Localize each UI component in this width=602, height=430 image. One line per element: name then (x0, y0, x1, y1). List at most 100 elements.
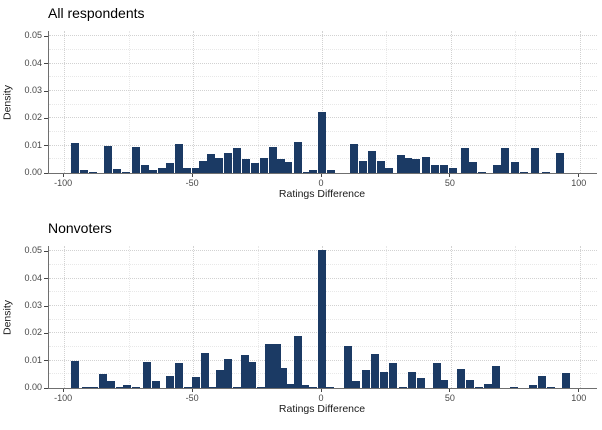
panel-nonvoters: Nonvoters Density Ratings Difference 0.0… (0, 215, 602, 430)
histogram-bar (318, 111, 326, 173)
y-axis-title: Density (1, 85, 14, 121)
y-tick-mark (44, 35, 48, 37)
histogram-bar (70, 360, 79, 388)
histogram-bar (399, 386, 408, 388)
histogram-bar (457, 368, 466, 388)
histogram-bar (132, 147, 141, 173)
panel-title: All respondents (48, 5, 145, 21)
histogram-bar (174, 144, 183, 173)
x-tick-label: 100 (571, 178, 587, 188)
histogram-bar (542, 171, 551, 173)
histogram-bar (276, 159, 285, 173)
histogram-bar (440, 379, 449, 388)
gridline-x-minor (257, 31, 259, 173)
gridline-x-minor (386, 31, 388, 173)
y-tick-label: 0.04 (24, 272, 42, 283)
plot-area (48, 31, 597, 174)
histogram-bar (529, 385, 538, 388)
histogram-bar (191, 377, 200, 388)
histogram-bar (207, 153, 216, 173)
y-tick-label: 0.01 (24, 354, 42, 365)
histogram-bar (510, 386, 519, 388)
x-tick-mark (320, 389, 322, 392)
histogram-bar (98, 374, 107, 388)
histogram-bar (325, 386, 334, 388)
gridline-x-major (450, 31, 452, 173)
gridline-x-minor (257, 246, 259, 388)
histogram-bar (214, 157, 223, 173)
x-tick-mark (191, 389, 193, 392)
gridline-x-minor (128, 31, 130, 173)
x-tick-mark (62, 389, 64, 392)
y-tick-mark (44, 172, 48, 174)
y-tick-label: 0.05 (24, 30, 42, 41)
histogram-bar (241, 159, 250, 173)
x-tick-mark (191, 174, 193, 177)
histogram-bar (396, 155, 405, 173)
y-tick-label: 0.00 (24, 382, 42, 392)
histogram-bar (82, 386, 91, 388)
histogram-bar (385, 167, 394, 173)
histogram-bar (388, 363, 397, 388)
histogram-bar (174, 363, 183, 388)
x-tick-mark (320, 174, 322, 177)
histogram-bar (165, 163, 174, 173)
histogram-bar (269, 147, 278, 173)
gridline-y-major (49, 90, 597, 92)
histogram-bar (556, 152, 565, 173)
histogram-bar (361, 370, 370, 388)
histogram-bar (417, 378, 426, 388)
histogram-bar (248, 362, 257, 388)
histogram-bar (293, 141, 302, 173)
x-tick-label: 50 (444, 393, 455, 403)
histogram-bar (113, 168, 122, 173)
x-tick-label: -100 (54, 393, 73, 403)
histogram-bar (293, 336, 302, 388)
gridline-y-major (49, 62, 597, 64)
histogram-bar (106, 381, 115, 388)
y-tick-label: 0.02 (24, 112, 42, 123)
y-tick-label: 0.01 (24, 139, 42, 150)
histogram-bar (89, 386, 98, 388)
histogram-bar (259, 157, 268, 173)
x-tick-mark (449, 174, 451, 177)
histogram-bar (449, 167, 458, 173)
gridline-y-minor (49, 49, 597, 51)
histogram-bar (272, 344, 281, 388)
y-tick-label: 0.03 (24, 300, 42, 311)
histogram-bar (115, 386, 124, 388)
x-tick-mark (62, 174, 64, 177)
gridline-x-major (321, 31, 323, 173)
histogram-bar (377, 160, 386, 173)
panel-all-respondents: All respondents Density Ratings Differen… (1, 5, 597, 200)
histogram-bar (422, 156, 431, 173)
histogram-bar (122, 171, 131, 173)
histogram-bar (182, 167, 191, 173)
histogram-bar (141, 164, 150, 173)
y-tick-label: 0.00 (24, 167, 42, 177)
histogram-bar (408, 371, 417, 388)
gridline-y-minor (49, 76, 597, 78)
gridline-x-major (579, 31, 581, 173)
histogram-bar (223, 359, 232, 388)
gridline-y-minor (49, 103, 597, 105)
histogram-bar (79, 170, 88, 173)
x-tick-label: -50 (185, 393, 199, 403)
histogram-bar (538, 375, 547, 388)
histogram-bar (265, 344, 274, 388)
histogram-bar (232, 386, 241, 388)
y-tick-mark (44, 145, 48, 147)
histogram-bar (318, 250, 326, 388)
gridline-x-minor (515, 246, 517, 388)
gridline-x-major (450, 246, 452, 388)
histogram-bar (70, 142, 79, 173)
y-tick-mark (44, 117, 48, 119)
histogram-bar (104, 145, 113, 173)
histogram-bar (142, 362, 151, 388)
histogram-bar (412, 159, 421, 173)
histogram-bar (477, 171, 486, 173)
histogram-bar (284, 162, 293, 173)
histogram-bar (191, 167, 200, 173)
histogram-bar (308, 386, 317, 388)
